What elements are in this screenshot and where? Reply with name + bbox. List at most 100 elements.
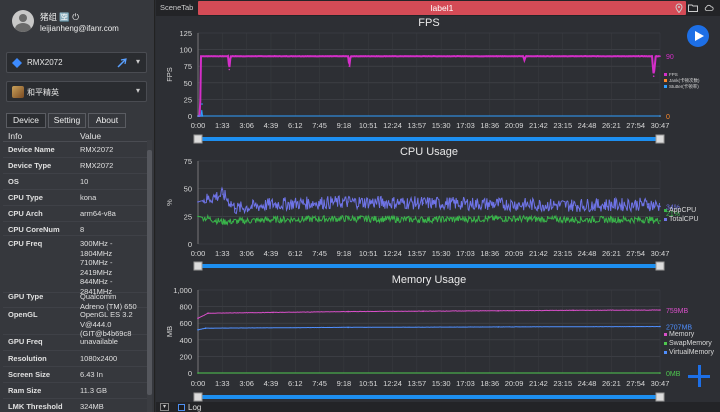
tab-about[interactable]: About bbox=[88, 113, 126, 128]
location-pin-icon[interactable] bbox=[674, 3, 684, 13]
slider-handle-left bbox=[193, 261, 203, 271]
x-tick-label: 6:12 bbox=[288, 249, 303, 258]
table-row: Device Name RMX2072 bbox=[3, 143, 148, 158]
add-button[interactable] bbox=[688, 365, 710, 387]
x-tick-label: 23:15 bbox=[553, 121, 572, 130]
row-value: kona bbox=[80, 193, 97, 202]
x-tick-label: 17:03 bbox=[456, 121, 475, 130]
x-tick-label: 13:57 bbox=[407, 249, 426, 258]
data-point bbox=[654, 55, 657, 57]
row-value: 10 bbox=[80, 177, 89, 186]
x-tick-label: 21:42 bbox=[529, 249, 548, 258]
device-select[interactable]: RMX2072 ▾ bbox=[6, 52, 147, 73]
avatar[interactable] bbox=[12, 10, 34, 32]
x-tick-label: 9:18 bbox=[337, 379, 352, 388]
x-tick-label: 30:47 bbox=[651, 249, 670, 258]
current-value-label: 759MB bbox=[666, 308, 689, 315]
row-value: OpenGL ES 3.2 V@444.0 (GIT@b4b69c8 bbox=[80, 310, 133, 338]
label-tab-text: label1 bbox=[430, 3, 454, 13]
tab-device[interactable]: Device bbox=[6, 113, 46, 128]
data-point bbox=[222, 221, 224, 223]
chart-title: CPU Usage bbox=[400, 146, 458, 158]
x-tick-label: 0:00 bbox=[191, 379, 206, 388]
x-tick-label: 27:54 bbox=[626, 121, 645, 130]
app-select-value: 和平精英 bbox=[27, 88, 59, 97]
data-point bbox=[347, 326, 349, 329]
legend-swatch bbox=[664, 79, 667, 82]
data-point bbox=[497, 217, 500, 220]
row-value: 1080x2400 bbox=[80, 354, 118, 363]
info-scrollbar-thumb[interactable] bbox=[147, 150, 152, 395]
wifi-link-icon[interactable] bbox=[117, 58, 128, 68]
data-point bbox=[659, 220, 661, 222]
current-value-label: 90 bbox=[666, 54, 674, 61]
tab-setting[interactable]: Setting bbox=[48, 113, 86, 128]
x-tick-label: 15:30 bbox=[432, 379, 451, 388]
current-value-label: 21% bbox=[666, 211, 680, 218]
y-tick-label: 100 bbox=[179, 46, 192, 55]
slider-handle-left bbox=[193, 392, 203, 402]
data-point bbox=[647, 218, 649, 221]
x-tick-label: 21:42 bbox=[529, 379, 548, 388]
y-tick-label: 0 bbox=[188, 369, 192, 378]
x-tick-label: 7:45 bbox=[312, 249, 327, 258]
device-icon bbox=[12, 58, 22, 68]
scene-tab[interactable]: SceneTab bbox=[160, 3, 194, 12]
series-line-0-0 bbox=[198, 54, 660, 117]
collapse-toggle-icon[interactable]: ▾ bbox=[160, 403, 169, 411]
legend-label: TotalCPU bbox=[669, 216, 699, 223]
folder-icon[interactable] bbox=[688, 3, 698, 13]
x-tick-label: 9:18 bbox=[337, 121, 352, 130]
table-row: CPU CoreNum 8 bbox=[3, 223, 148, 236]
series-line-2-2 bbox=[197, 325, 660, 331]
left-panel: 猪组 🈳 ⏻ leijianheng@ifanr.com RMX2072 ▾ 和… bbox=[0, 0, 155, 412]
x-tick-label: 18:36 bbox=[480, 121, 499, 130]
log-checkbox[interactable] bbox=[178, 404, 185, 411]
row-key: GPU Freq bbox=[8, 337, 43, 346]
data-point bbox=[347, 55, 349, 57]
user-email: leijianheng@ifanr.com bbox=[40, 24, 119, 33]
data-point bbox=[659, 115, 661, 117]
cloud-icon[interactable] bbox=[704, 3, 714, 13]
data-point bbox=[523, 59, 526, 61]
y-tick-label: 25 bbox=[184, 95, 192, 104]
data-point bbox=[497, 326, 500, 328]
header-info: Info bbox=[8, 131, 23, 141]
row-value: Qualcomm Adreno (TM) 650 bbox=[80, 292, 137, 311]
app-select[interactable]: 和平精英 ▾ bbox=[6, 81, 147, 102]
series-line-0-2 bbox=[198, 109, 660, 117]
data-point bbox=[272, 311, 274, 314]
play-button[interactable] bbox=[687, 25, 709, 47]
x-tick-label: 24:48 bbox=[578, 379, 597, 388]
time-range-slider bbox=[198, 395, 660, 399]
legend-swatch bbox=[664, 85, 667, 88]
x-tick-label: 20:09 bbox=[505, 379, 524, 388]
x-tick-label: 10:51 bbox=[359, 249, 378, 258]
y-axis-label: FPS bbox=[165, 67, 174, 82]
data-point bbox=[347, 201, 349, 203]
chevron-down-icon: ▾ bbox=[135, 57, 140, 66]
legend-label: Jank(卡顿次数) bbox=[669, 77, 700, 84]
data-point bbox=[201, 103, 203, 105]
row-key: Screen Size bbox=[8, 370, 51, 379]
y-tick-label: 50 bbox=[184, 79, 192, 88]
x-tick-label: 24:48 bbox=[578, 249, 597, 258]
x-tick-label: 23:15 bbox=[553, 379, 572, 388]
data-point bbox=[347, 217, 349, 220]
table-row: LMK Threshold 324MB bbox=[3, 400, 148, 412]
data-point bbox=[227, 55, 229, 57]
row-key: OS bbox=[8, 177, 19, 186]
row-value: RMX2072 bbox=[80, 145, 114, 154]
x-tick-label: 1:33 bbox=[215, 379, 230, 388]
current-value-label: 34% bbox=[666, 204, 680, 211]
series-line-2-0 bbox=[197, 309, 660, 319]
label-tab[interactable]: label1 bbox=[198, 1, 686, 15]
performance-charts: FPS FPS 0 25 50 75 100 125 0:00 1:33 3:06 4:39 6:12 7… bbox=[165, 17, 714, 402]
data-point bbox=[497, 310, 500, 312]
x-tick-label: 1:33 bbox=[215, 249, 230, 258]
y-tick-label: 0 bbox=[188, 240, 192, 249]
data-point bbox=[201, 115, 204, 117]
legend-swatch bbox=[664, 73, 667, 76]
x-tick-label: 12:24 bbox=[383, 121, 402, 130]
row-value: 8 bbox=[80, 225, 85, 234]
